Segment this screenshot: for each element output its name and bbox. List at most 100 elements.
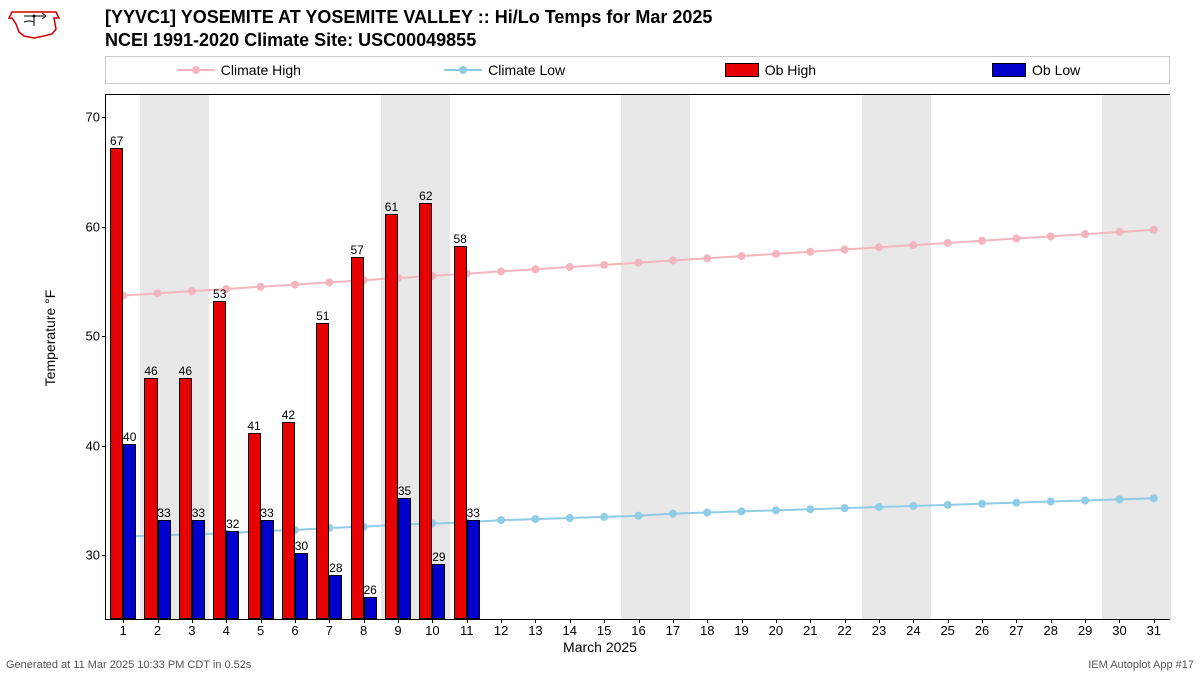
ob-high-bar	[213, 301, 226, 619]
climate-low-marker	[566, 514, 574, 522]
x-tick-mark	[1051, 619, 1052, 623]
ob-low-label: 33	[260, 506, 273, 520]
climate-high-marker	[909, 241, 917, 249]
x-tick-mark	[535, 619, 536, 623]
x-tick-mark	[742, 619, 743, 623]
ob-high-bar	[179, 378, 192, 619]
ob-high-label: 67	[110, 134, 123, 148]
x-tick-mark	[1085, 619, 1086, 623]
ob-low-label: 32	[226, 517, 239, 531]
ob-low-bar	[329, 575, 342, 619]
x-tick-mark	[948, 619, 949, 623]
ob-high-label: 57	[350, 243, 363, 257]
x-tick-mark	[810, 619, 811, 623]
ob-high-bar	[282, 422, 295, 619]
climate-high-marker	[669, 256, 677, 264]
ob-high-label: 46	[144, 364, 157, 378]
x-tick-mark	[192, 619, 193, 623]
climate-high-marker	[497, 267, 505, 275]
ob-low-bar	[158, 520, 171, 619]
x-tick-mark	[226, 619, 227, 623]
x-tick-mark	[982, 619, 983, 623]
ob-high-label: 62	[419, 189, 432, 203]
climate-low-marker	[806, 505, 814, 513]
climate-low-marker	[1150, 494, 1158, 502]
climate-high-marker	[738, 252, 746, 260]
x-tick-mark	[845, 619, 846, 623]
legend: Climate High Climate Low Ob High Ob Low	[105, 56, 1170, 84]
ob-low-bar	[295, 553, 308, 619]
climate-high-marker	[188, 287, 196, 295]
climate-high-marker	[1047, 232, 1055, 240]
x-tick-mark	[501, 619, 502, 623]
ob-high-bar	[351, 257, 364, 619]
climate-high-marker	[703, 254, 711, 262]
legend-climate-low: Climate Low	[372, 62, 638, 78]
x-tick-mark	[329, 619, 330, 623]
ob-high-bar	[419, 203, 432, 619]
climate-low-marker	[1115, 495, 1123, 503]
climate-low-marker	[531, 515, 539, 523]
y-tick-mark	[102, 446, 106, 447]
ob-high-bar	[454, 246, 467, 619]
legend-climate-high-label: Climate High	[221, 62, 301, 78]
title-line-2: NCEI 1991-2020 Climate Site: USC00049855	[105, 29, 712, 52]
legend-ob-low-label: Ob Low	[1032, 62, 1080, 78]
ob-low-label: 40	[123, 430, 136, 444]
climate-high-marker	[841, 246, 849, 254]
ob-low-bar	[398, 498, 411, 619]
climate-low-marker	[703, 509, 711, 517]
climate-low-marker	[1081, 496, 1089, 504]
x-tick-mark	[879, 619, 880, 623]
climate-low-marker	[497, 516, 505, 524]
ob-high-bar	[110, 148, 123, 619]
y-tick-mark	[102, 117, 106, 118]
x-tick-mark	[123, 619, 124, 623]
x-tick-mark	[158, 619, 159, 623]
x-tick-mark	[398, 619, 399, 623]
legend-climate-high: Climate High	[106, 62, 372, 78]
y-tick-mark	[102, 336, 106, 337]
iem-logo	[4, 4, 64, 44]
climate-high-marker	[978, 237, 986, 245]
climate-low-marker	[635, 512, 643, 520]
ob-low-label: 28	[329, 561, 342, 575]
x-tick-mark	[432, 619, 433, 623]
x-tick-mark	[261, 619, 262, 623]
climate-high-marker	[944, 239, 952, 247]
legend-ob-low: Ob Low	[903, 62, 1169, 78]
ob-low-bar	[192, 520, 205, 619]
y-axis-label: Temperature °F	[42, 289, 58, 386]
ob-high-label: 58	[454, 232, 467, 246]
climate-low-marker	[669, 510, 677, 518]
y-tick-mark	[102, 227, 106, 228]
ob-low-bar	[123, 444, 136, 619]
footer-generated: Generated at 11 Mar 2025 10:33 PM CDT in…	[6, 659, 251, 671]
ob-low-bar	[226, 531, 239, 619]
legend-climate-low-label: Climate Low	[488, 62, 565, 78]
ob-high-label: 51	[316, 309, 329, 323]
ob-high-label: 41	[247, 419, 260, 433]
x-tick-mark	[1119, 619, 1120, 623]
ob-high-label: 42	[282, 408, 295, 422]
ob-low-bar	[432, 564, 445, 619]
ob-high-bar	[144, 378, 157, 619]
climate-high-marker	[566, 263, 574, 271]
ob-high-bar	[316, 323, 329, 619]
climate-high-marker	[875, 243, 883, 251]
ob-low-bar	[261, 520, 274, 619]
ob-low-label: 33	[157, 506, 170, 520]
legend-ob-high-label: Ob High	[765, 62, 816, 78]
climate-high-marker	[257, 283, 265, 291]
climate-low-marker	[738, 507, 746, 515]
x-tick-mark	[639, 619, 640, 623]
climate-high-marker	[1150, 226, 1158, 234]
x-tick-mark	[1016, 619, 1017, 623]
x-tick-mark	[776, 619, 777, 623]
climate-high-marker	[531, 265, 539, 273]
climate-high-marker	[154, 289, 162, 297]
climate-low-marker	[772, 506, 780, 514]
ob-high-label: 61	[385, 200, 398, 214]
x-axis-label: March 2025	[563, 639, 637, 655]
climate-low-marker	[1047, 498, 1055, 506]
